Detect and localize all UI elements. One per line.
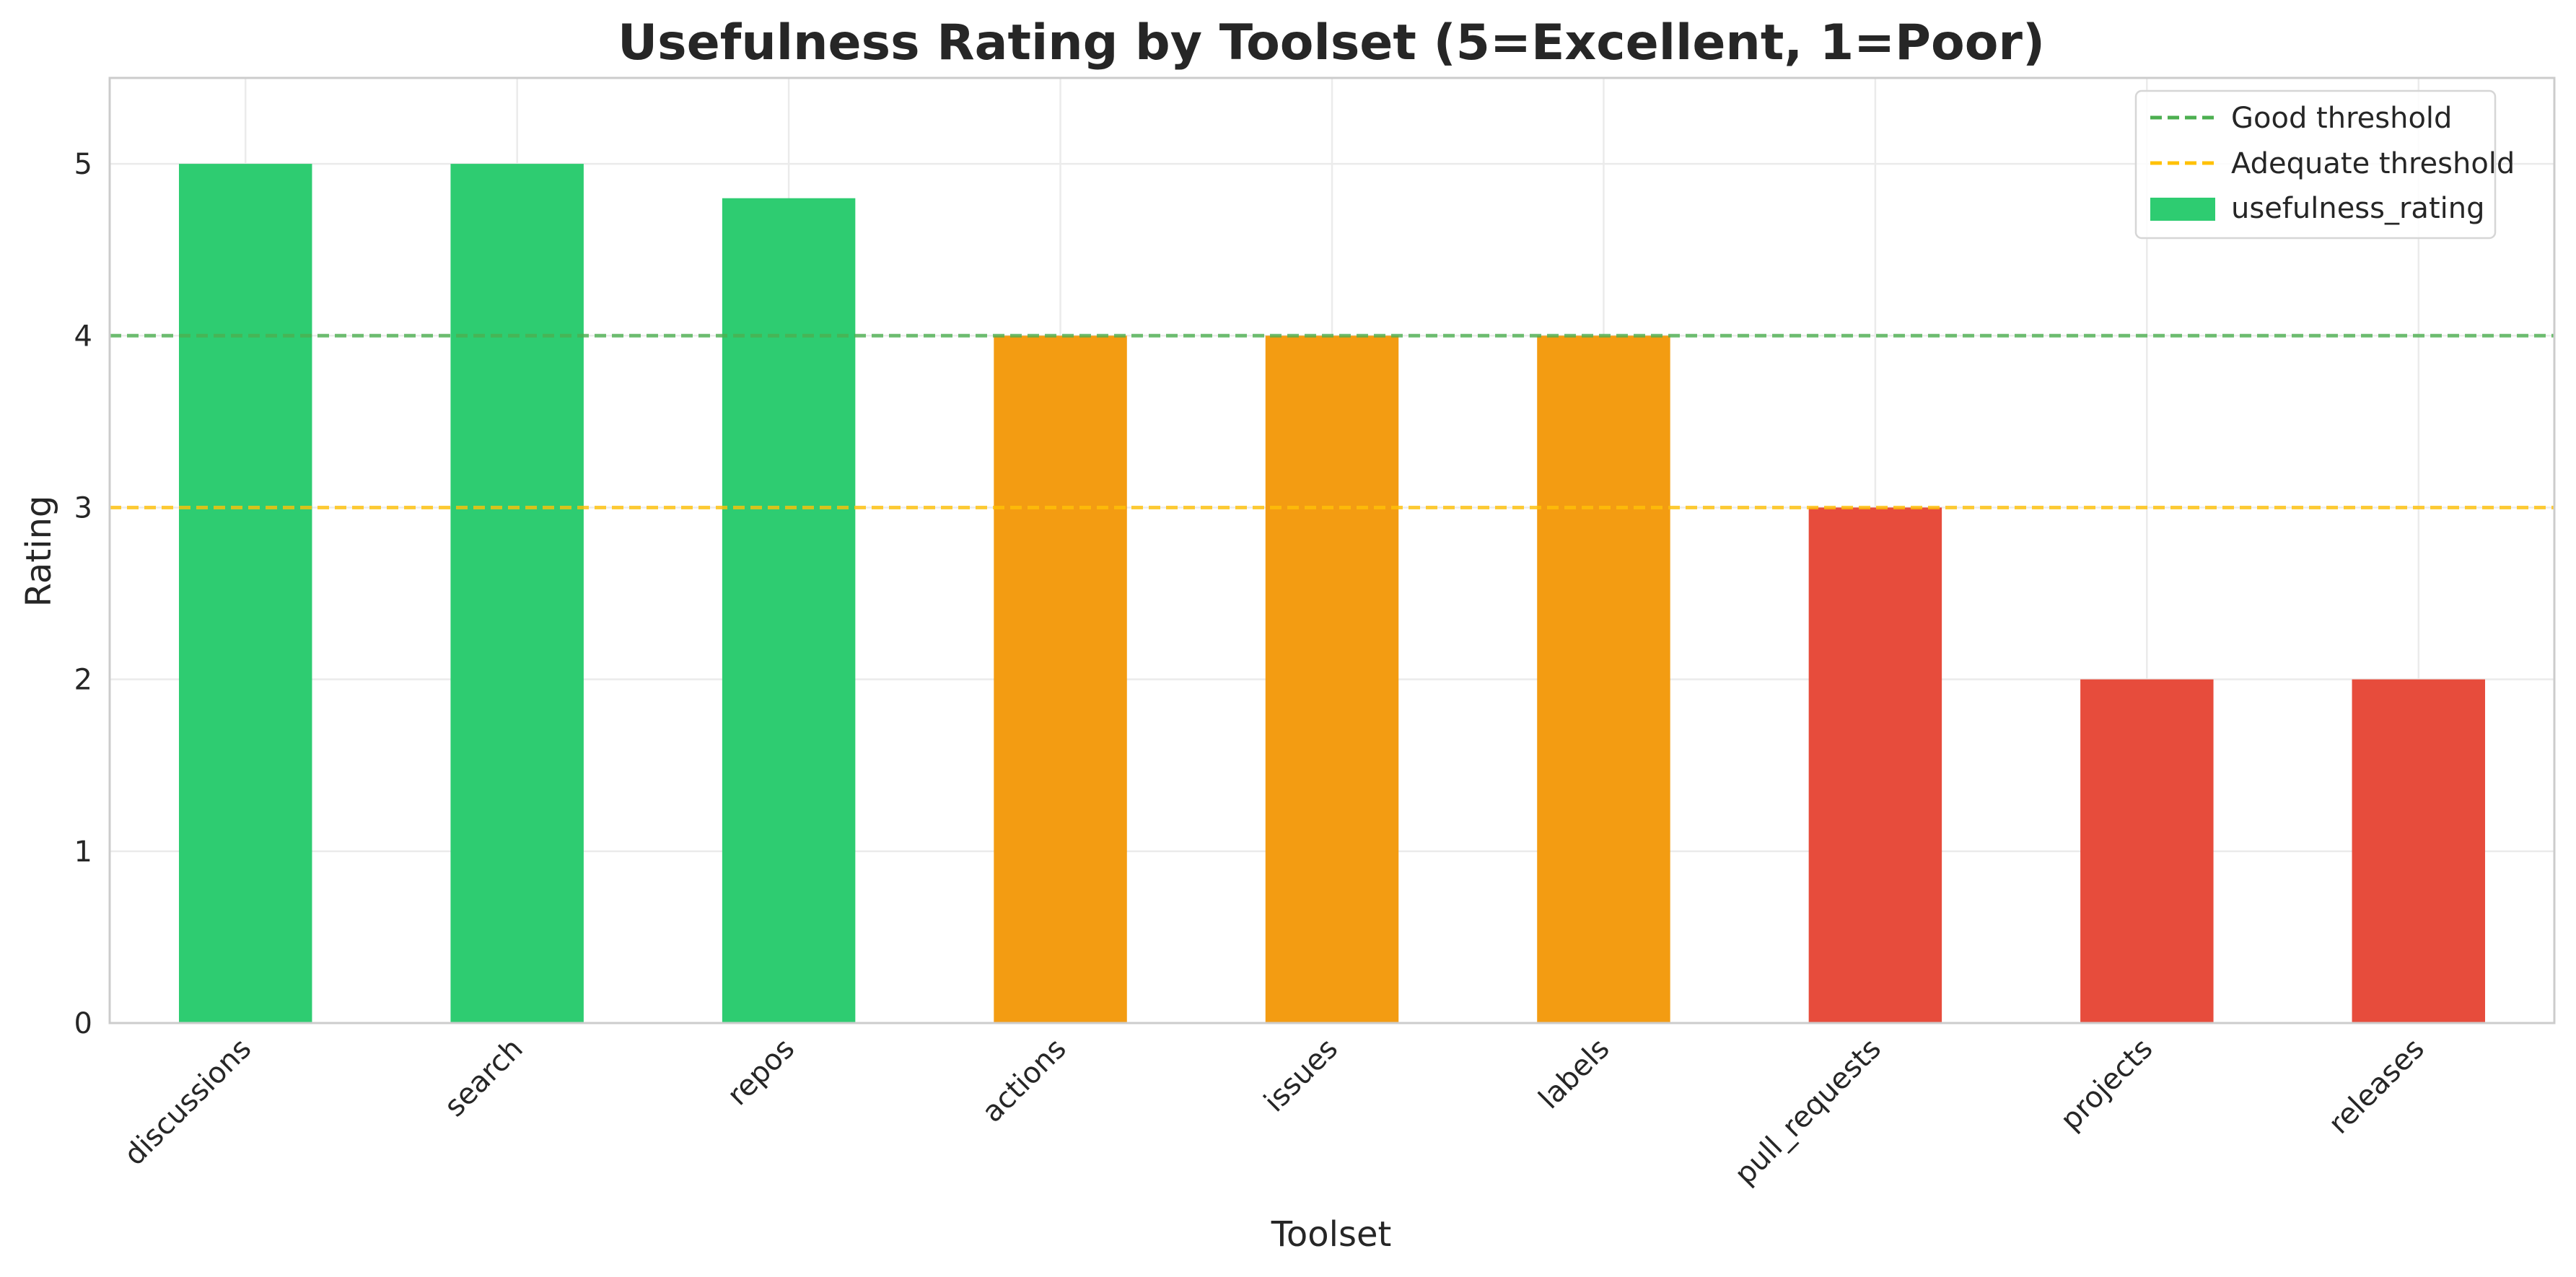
bar-repos: [722, 198, 856, 1023]
legend-label-adequate-threshold: Adequate threshold: [2231, 147, 2515, 180]
plot-frame: [108, 76, 2556, 1024]
y-axis-label: Rating: [19, 496, 59, 607]
y-tick-label: 0: [74, 1007, 92, 1040]
y-tick-label: 5: [74, 148, 92, 181]
chart-title: Usefulness Rating by Toolset (5=Excellen…: [618, 14, 2045, 71]
x-axis-label: Toolset: [1271, 1214, 1392, 1255]
y-tick-label: 1: [74, 835, 92, 869]
legend: Good threshold Adequate threshold useful…: [2134, 89, 2515, 240]
y-tick-label: 4: [74, 320, 92, 353]
legend-label-good-threshold: Good threshold: [2231, 102, 2452, 135]
y-axis-ticks: 0 1 2 3 4 5: [74, 148, 92, 1040]
legend-swatch-usefulness-rating: [2150, 198, 2215, 221]
legend-box: [2134, 89, 2497, 240]
y-tick-label: 3: [74, 491, 92, 525]
bar-search: [450, 164, 584, 1023]
y-tick-label: 2: [74, 664, 92, 697]
bars: [178, 164, 2486, 1024]
bar-pull_requests: [1808, 507, 1942, 1023]
legend-label-usefulness-rating: usefulness_rating: [2231, 192, 2484, 225]
reference-lines: [110, 333, 2554, 509]
bar-labels: [1537, 335, 1670, 1024]
bar-releases: [2352, 679, 2486, 1023]
bar-actions: [994, 335, 1127, 1024]
bar-discussions: [178, 164, 312, 1023]
bar-issues: [1265, 335, 1399, 1024]
bar-projects: [2080, 679, 2214, 1023]
